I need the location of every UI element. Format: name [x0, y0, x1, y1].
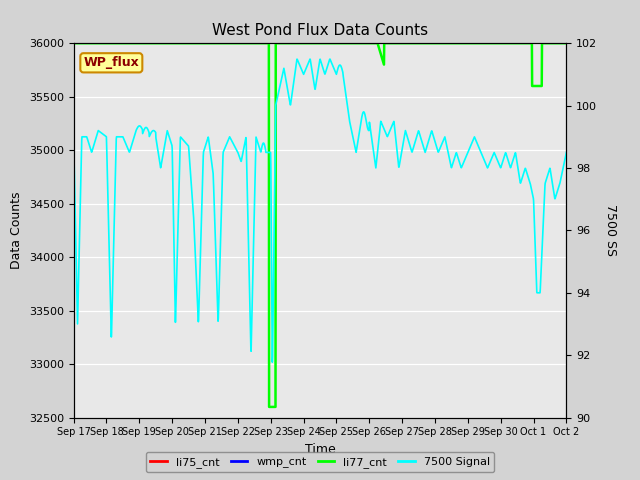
Text: WP_flux: WP_flux — [83, 56, 140, 69]
Legend: li75_cnt, wmp_cnt, li77_cnt, 7500 Signal: li75_cnt, wmp_cnt, li77_cnt, 7500 Signal — [146, 452, 494, 472]
X-axis label: Time: Time — [305, 443, 335, 456]
Title: West Pond Flux Data Counts: West Pond Flux Data Counts — [212, 23, 428, 38]
Y-axis label: Data Counts: Data Counts — [10, 192, 23, 269]
Y-axis label: 7500 SS: 7500 SS — [604, 204, 617, 256]
